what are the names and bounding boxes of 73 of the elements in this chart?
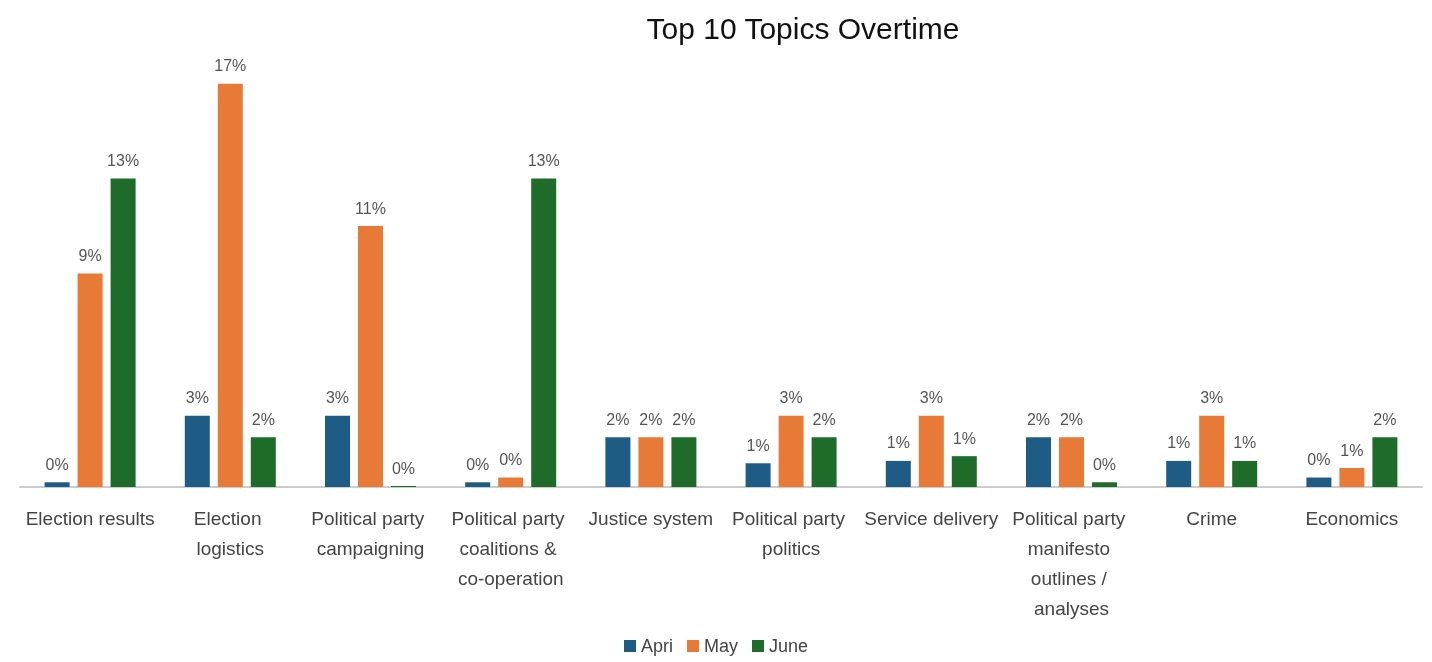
data-label: 2% bbox=[639, 410, 663, 428]
bar bbox=[1166, 460, 1192, 487]
data-label: 2% bbox=[606, 410, 630, 428]
legend-label: June bbox=[768, 636, 809, 656]
x-tick-label: Political party manifesto outlines / analyses bbox=[1012, 507, 1131, 619]
bar bbox=[745, 463, 771, 487]
data-label: 0% bbox=[499, 451, 523, 469]
x-tick-label: Political party politics bbox=[731, 507, 851, 559]
bar bbox=[605, 437, 631, 487]
data-label: 1% bbox=[1340, 441, 1364, 459]
x-tick-label: Justice system bbox=[588, 507, 714, 529]
data-label: 9% bbox=[78, 247, 102, 264]
data-label: 0% bbox=[1307, 451, 1331, 469]
bar bbox=[44, 482, 70, 487]
data-label: 11% bbox=[355, 199, 386, 217]
bar bbox=[918, 415, 944, 487]
bar bbox=[250, 437, 276, 487]
data-label: 0% bbox=[45, 455, 69, 473]
x-tick-label: Election results bbox=[25, 507, 155, 529]
legend-label: Apri bbox=[640, 636, 673, 656]
bar bbox=[1339, 468, 1365, 487]
bar bbox=[1026, 437, 1051, 487]
x-tick-label: Political party coalitions & co-operation bbox=[451, 507, 570, 589]
data-label: 0% bbox=[391, 459, 416, 477]
bar bbox=[184, 415, 210, 487]
data-label: 1% bbox=[1233, 434, 1257, 452]
bar bbox=[671, 437, 697, 487]
data-label: 1% bbox=[886, 434, 910, 452]
x-tick-label: Political party campaigning bbox=[311, 507, 430, 559]
data-label: 2% bbox=[1059, 410, 1084, 428]
bar bbox=[1059, 437, 1084, 487]
data-label: 2% bbox=[812, 410, 836, 428]
data-label: 2% bbox=[1373, 410, 1397, 428]
bar bbox=[778, 415, 804, 487]
data-label: 2% bbox=[672, 410, 696, 428]
x-tick-label: Economics bbox=[1305, 507, 1399, 529]
data-label: 3% bbox=[1200, 389, 1224, 407]
chart-title: Top 10 Topics Overtime bbox=[646, 11, 960, 45]
data-label: 3% bbox=[185, 389, 209, 407]
data-label: 3% bbox=[779, 389, 803, 407]
bar bbox=[638, 437, 664, 487]
data-label: 1% bbox=[1167, 434, 1191, 452]
data-label: 13% bbox=[107, 152, 140, 170]
bar bbox=[1232, 460, 1258, 487]
legend-label: May bbox=[703, 636, 738, 656]
bar bbox=[110, 178, 136, 487]
bar bbox=[531, 178, 557, 487]
data-label: 13% bbox=[527, 152, 560, 170]
x-tick-label: Service delivery bbox=[864, 507, 999, 529]
bar bbox=[1092, 482, 1117, 487]
data-label: 2% bbox=[1026, 410, 1051, 428]
bar bbox=[77, 273, 103, 487]
bar bbox=[498, 477, 524, 487]
data-label: 0% bbox=[1092, 455, 1117, 473]
bar bbox=[1372, 437, 1398, 487]
bar bbox=[885, 460, 911, 487]
bar bbox=[811, 437, 837, 487]
bar bbox=[1306, 477, 1332, 487]
bar bbox=[325, 415, 350, 487]
data-label: 1% bbox=[746, 436, 770, 454]
x-tick-label: Election logistics bbox=[193, 507, 267, 559]
bar bbox=[217, 83, 243, 487]
data-label: 3% bbox=[325, 389, 350, 407]
bar bbox=[1199, 415, 1225, 487]
data-label: 2% bbox=[251, 410, 275, 428]
data-label: 17% bbox=[214, 57, 247, 75]
bar bbox=[951, 456, 977, 487]
bar bbox=[358, 226, 383, 487]
data-label: 1% bbox=[952, 429, 976, 447]
data-label: 3% bbox=[919, 389, 943, 407]
x-tick-label: Crime bbox=[1186, 507, 1238, 529]
bar bbox=[465, 482, 491, 487]
data-label: 0% bbox=[466, 455, 490, 473]
